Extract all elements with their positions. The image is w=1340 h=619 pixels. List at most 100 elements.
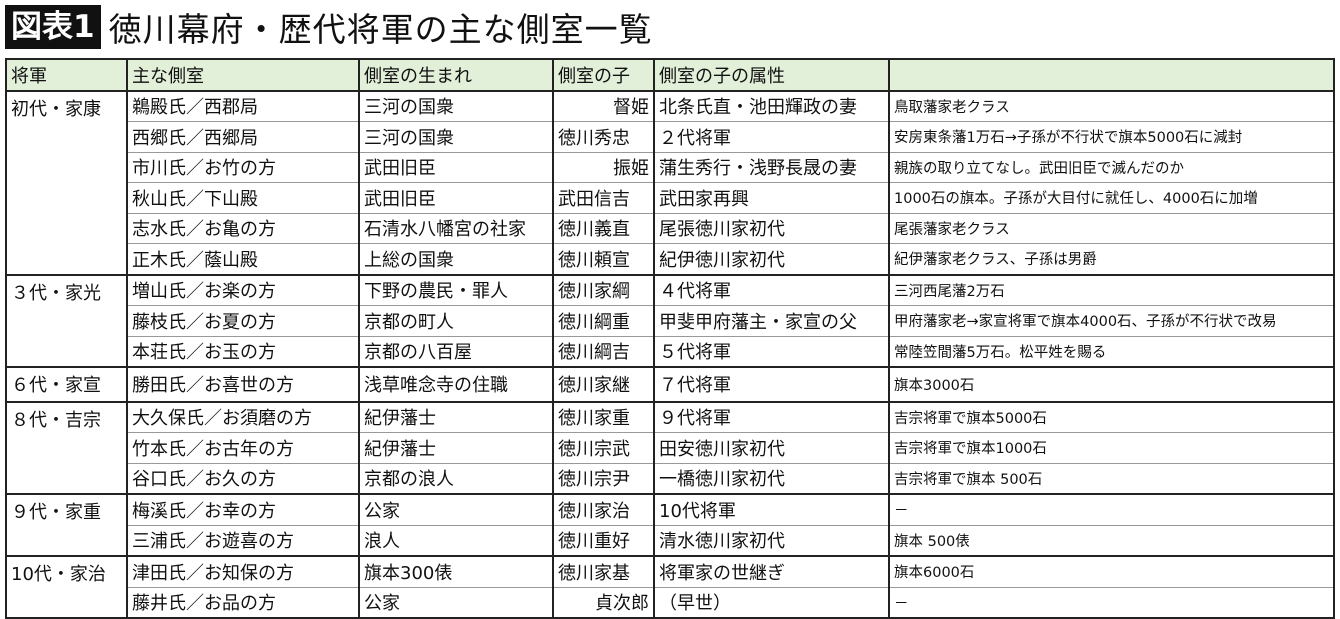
cell-child: 武田信吉 — [552, 182, 655, 214]
table-row: 三浦氏／お遊喜の方 浪人 徳川重好 清水徳川家初代 旗本 500俵 — [6, 524, 1335, 557]
table-row: 市川氏／お竹の方 武田旧臣 振姫 蒲生秀行・浅野長晟の妻 親族の取り立てなし。武田旧臣で… — [6, 151, 1335, 183]
cell-child: 徳川秀忠 — [552, 121, 655, 153]
cell-origin: 三河の国衆 — [358, 121, 554, 153]
cell-origin: 武田旧臣 — [358, 182, 554, 214]
cell-child: 徳川義直 — [552, 212, 655, 244]
cell-shogun: ８代・吉宗 — [5, 400, 128, 495]
cell-notes: 三河西尾藩2万石 — [888, 273, 1335, 306]
cell-notes: 吉宗将軍で旗本1000石 — [888, 432, 1335, 464]
cell-child: 徳川宗尹 — [552, 462, 655, 495]
cell-child: 徳川家基 — [552, 555, 655, 588]
cell-origin: 紀伊藩士 — [358, 432, 554, 464]
cell-child: 貞次郎 — [552, 586, 655, 619]
header-child: 側室の子 — [552, 58, 655, 92]
cell-child: 徳川綱吉 — [552, 335, 655, 368]
cell-concubine: 谷口氏／お久の方 — [126, 462, 360, 495]
cell-origin: 上総の国衆 — [358, 243, 554, 275]
figure-title: 図表1 徳川幕府・歴代将軍の主な側室一覧 — [5, 4, 653, 50]
cell-origin: 京都の八百屋 — [358, 335, 554, 368]
cell-notes: 尾張藩家老クラス — [888, 212, 1335, 244]
cell-origin: 石清水八幡宮の社家 — [358, 212, 554, 244]
cell-concubine: 大久保氏／お須磨の方 — [126, 400, 360, 433]
cell-child-attr: ４代将軍 — [653, 273, 890, 306]
header-origin: 側室の生まれ — [358, 58, 554, 92]
cell-origin: 旗本300俵 — [358, 555, 554, 588]
figure-badge: 図表1 — [5, 5, 101, 49]
cell-shogun: ６代・家宣 — [5, 366, 128, 402]
figure-title-text: 徳川幕府・歴代将軍の主な側室一覧 — [108, 10, 653, 49]
table-row: ９代・家重 梅溪氏／お幸の方 公家 徳川家治 10代将軍－ — [5, 493, 1335, 557]
cell-notes: － — [888, 493, 1335, 526]
cell-concubine: 藤枝氏／お夏の方 — [126, 305, 360, 337]
cell-child: 徳川頼宣 — [552, 243, 655, 275]
cell-child-attr: 10代将軍 — [653, 493, 890, 526]
cell-child: 徳川家継 — [552, 366, 655, 402]
cell-child-attr: 田安徳川家初代 — [653, 432, 890, 464]
cell-notes: 旗本3000石 — [888, 366, 1335, 402]
cell-child: 徳川家重 — [552, 400, 655, 433]
table-row: 西郷氏／西郷局 三河の国衆 徳川秀忠 ２代将軍 安房東条藩1万石→子孫が不行状で旗本50… — [6, 121, 1335, 153]
cell-concubine: 秋山氏／下山殿 — [126, 182, 360, 214]
cell-concubine: 鵜殿氏／西郡局 — [126, 89, 360, 122]
cell-shogun: ９代・家重 — [5, 493, 128, 557]
cell-child-attr: 蒲生秀行・浅野長晟の妻 — [653, 151, 890, 183]
concubine-table: 将軍 主な側室 側室の生まれ 側室の子 側室の子の属性 初代・家康 鵜殿氏／西郡局… — [5, 58, 1335, 619]
cell-origin: 浅草唯念寺の住職 — [358, 366, 554, 402]
cell-notes: 1000石の旗本。子孫が大目付に就任し、4000石に加増 — [888, 182, 1335, 214]
cell-origin: 公家 — [358, 493, 554, 526]
cell-shogun: 10代・家治 — [5, 555, 128, 619]
cell-concubine: 市川氏／お竹の方 — [126, 151, 360, 183]
cell-concubine: 勝田氏／お喜世の方 — [126, 366, 360, 402]
cell-notes: 吉宗将軍で旗本5000石 — [888, 400, 1335, 433]
table-row: 竹本氏／お古年の方 紀伊藩士 徳川宗武 田安徳川家初代 吉宗将軍で旗本1000石 — [6, 432, 1335, 464]
cell-origin: 紀伊藩士 — [358, 400, 554, 433]
table-row: 谷口氏／お久の方 京都の浪人 徳川宗尹 一橋徳川家初代 吉宗将軍で旗本 500石 — [6, 462, 1335, 495]
cell-shogun: 初代・家康 — [5, 89, 128, 275]
cell-origin: 三河の国衆 — [358, 89, 554, 122]
table-row: ３代・家光 増山氏／お楽の方 下野の農民・罪人 徳川家綱 ４代将軍 三河西尾藩2万石 — [5, 273, 1335, 368]
cell-child-attr: 甲斐甲府藩主・家宣の父 — [653, 305, 890, 337]
cell-child-attr: ７代将軍 — [653, 366, 890, 402]
table-row: 本荘氏／お玉の方 京都の八百屋 徳川綱吉 ５代将軍 常陸笠間藩5万石。松平姓を賜る — [6, 335, 1335, 368]
cell-concubine: 志水氏／お亀の方 — [126, 212, 360, 244]
cell-origin: 京都の町人 — [358, 305, 554, 337]
cell-origin: 公家 — [358, 586, 554, 619]
cell-child-attr: ９代将軍 — [653, 400, 890, 433]
table-row: ８代・吉宗 大久保氏／お須磨の方 紀伊藩士 徳川家重 ９代将軍 吉宗将軍で旗本5000石 — [5, 400, 1335, 495]
cell-concubine: 竹本氏／お古年の方 — [126, 432, 360, 464]
cell-child-attr: 清水徳川家初代 — [653, 524, 890, 557]
cell-concubine: 梅溪氏／お幸の方 — [126, 493, 360, 526]
header-notes — [888, 58, 1335, 92]
cell-shogun: ３代・家光 — [5, 273, 128, 368]
cell-concubine: 本荘氏／お玉の方 — [126, 335, 360, 368]
cell-origin: 京都の浪人 — [358, 462, 554, 495]
cell-child-attr: 将軍家の世継ぎ — [653, 555, 890, 588]
cell-concubine: 増山氏／お楽の方 — [126, 273, 360, 306]
cell-child-attr: 一橋徳川家初代 — [653, 462, 890, 495]
cell-notes: 甲府藩家老→家宣将軍で旗本4000石、子孫が不行状で改易 — [888, 305, 1335, 337]
cell-child-attr: 武田家再興 — [653, 182, 890, 214]
header-child-attr: 側室の子の属性 — [653, 58, 890, 92]
cell-origin: 浪人 — [358, 524, 554, 557]
cell-child-attr: ２代将軍 — [653, 121, 890, 153]
cell-notes: 紀伊藩家老クラス、子孫は男爵 — [888, 243, 1335, 275]
cell-concubine: 藤井氏／お品の方 — [126, 586, 360, 619]
header-concubine: 主な側室 — [126, 58, 360, 92]
cell-child-attr: 尾張徳川家初代 — [653, 212, 890, 244]
cell-notes: 常陸笠間藩5万石。松平姓を賜る — [888, 335, 1335, 368]
cell-concubine: 西郷氏／西郷局 — [126, 121, 360, 153]
cell-concubine: 三浦氏／お遊喜の方 — [126, 524, 360, 557]
cell-notes: 旗本6000石 — [888, 555, 1335, 588]
cell-child-attr: 紀伊徳川家初代 — [653, 243, 890, 275]
table-row: 正木氏／蔭山殿 上総の国衆 徳川頼宣 紀伊徳川家初代 紀伊藩家老クラス、子孫は男爵 — [6, 243, 1335, 275]
table-row: 初代・家康 鵜殿氏／西郡局 三河の国衆 督姫 北条氏直・池田輝政の妻 鳥取藩家老クラス — [5, 89, 1335, 275]
cell-notes: 旗本 500俵 — [888, 524, 1335, 557]
header-shogun: 将軍 — [5, 58, 128, 92]
cell-child: 徳川家治 — [552, 493, 655, 526]
table-row: ６代・家宣 勝田氏／お喜世の方 浅草唯念寺の住職 徳川家継 ７代将軍 旗本3000石 — [5, 366, 1335, 402]
table-row: 藤井氏／お品の方 公家 貞次郎 （早世）－ — [6, 586, 1335, 619]
table-row: 10代・家治 津田氏／お知保の方 旗本300俵 徳川家基 将軍家の世継ぎ 旗本6000石 — [5, 555, 1335, 619]
cell-child: 徳川宗武 — [552, 432, 655, 464]
cell-child: 徳川綱重 — [552, 305, 655, 337]
cell-concubine: 正木氏／蔭山殿 — [126, 243, 360, 275]
